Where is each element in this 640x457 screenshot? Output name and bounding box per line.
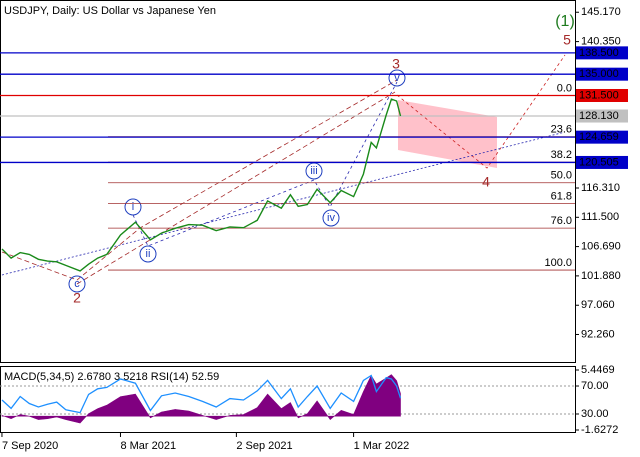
y-tick-label: 92.260 — [581, 328, 615, 340]
wave-label: (1) — [555, 13, 575, 30]
trendline — [132, 81, 398, 247]
x-tick-label: 1 Mar 2022 — [354, 440, 410, 452]
wave-label: c — [74, 278, 80, 290]
level-box — [576, 88, 628, 102]
wave-label: i — [132, 201, 134, 213]
wave-circle — [388, 69, 406, 87]
level-label: 124.659 — [579, 131, 619, 143]
wave-circle — [68, 275, 86, 293]
level-box — [576, 46, 628, 60]
trendline — [1, 131, 566, 276]
indicator-panel — [0, 366, 576, 433]
y-tick-label: 116.310 — [581, 182, 620, 194]
wave-label: v — [394, 72, 400, 84]
trendlines — [1, 54, 566, 285]
fib-label: 38.2 — [551, 149, 572, 161]
fib-label: 0.0 — [557, 82, 572, 94]
trendline — [396, 54, 566, 169]
wave-label: 4 — [482, 174, 490, 190]
fib-label: 50.0 — [551, 170, 572, 182]
price-line — [1, 98, 402, 272]
indicator-title: MACD(5,34,5) 2.6780 3.5218 RSI(14) 52.59 — [4, 371, 219, 383]
y-tick-label: 145.170 — [581, 6, 621, 18]
rsi-line — [1, 374, 402, 414]
chart-title: USDJPY, Daily: US Dollar vs Japanese Yen — [4, 5, 216, 17]
level-box — [576, 109, 628, 123]
x-tick-label: 7 Sep 2020 — [2, 440, 58, 452]
y-tick-label: 140.350 — [581, 36, 621, 48]
level-label: 120.505 — [579, 156, 619, 168]
trendline — [76, 91, 396, 285]
main-panel — [0, 0, 576, 363]
level-box — [576, 130, 628, 144]
wave-labels: (1) 5 3 v i ii iii iv c 2 4 — [68, 13, 575, 306]
y-tick-label: 101.880 — [581, 270, 621, 282]
wave-label: iv — [327, 212, 335, 224]
y-tick-label: -1.6272 — [581, 424, 618, 436]
y2-tick-label: 70.00 — [581, 380, 609, 392]
wave-circle — [139, 245, 157, 263]
y-tick-label: 97.060 — [581, 299, 615, 311]
wave-label: 3 — [392, 56, 400, 72]
fib-label: 100.0 — [544, 257, 572, 269]
target-zone — [398, 100, 497, 168]
wave-circle — [124, 198, 142, 216]
level-box — [576, 67, 628, 81]
wave-label: ii — [146, 248, 151, 260]
wave-circle — [322, 209, 340, 227]
macd-area — [1, 374, 401, 424]
wave-label: 2 — [73, 290, 81, 306]
level-label: 135.000 — [579, 68, 619, 80]
level-label: 131.500 — [579, 89, 619, 101]
fib-label: 61.8 — [551, 190, 572, 202]
y2-tick-label: 30.00 — [581, 408, 609, 420]
x-tick-label: 2 Sep 2021 — [236, 440, 292, 452]
fib-label: 76.0 — [551, 215, 572, 227]
wave-label: 5 — [563, 32, 571, 48]
y-tick-label: 5.4469 — [581, 364, 615, 376]
level-box — [576, 155, 628, 169]
x-tick-label: 8 Mar 2021 — [120, 440, 176, 452]
fib-label: 23.6 — [551, 124, 572, 136]
wave-label: iii — [310, 165, 317, 177]
y-tick-label: 106.690 — [581, 240, 621, 252]
level-label: 138.500 — [579, 47, 619, 59]
level-label: 128.130 — [579, 110, 619, 122]
trendline — [1, 79, 398, 281]
y-tick-label: 111.500 — [581, 211, 619, 223]
